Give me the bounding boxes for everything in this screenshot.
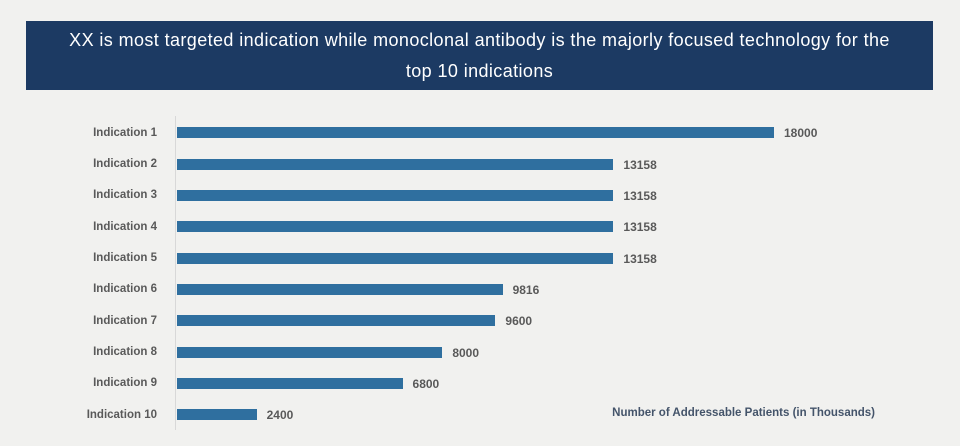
bar-track: 18000 [177, 126, 817, 140]
bar-track: 13158 [177, 157, 774, 172]
chart-rows: Indication 1 18000 Indication 2 13158 Indica… [0, 117, 960, 430]
chart-row: Indication 9 6800 [0, 368, 960, 399]
chart-row: Indication 5 13158 [0, 242, 960, 273]
value-label: 2400 [266, 408, 294, 423]
value-axis-title: Number of Addressable Patients (in Thous… [612, 407, 875, 419]
value-label: 18000 [784, 126, 818, 141]
bar [177, 189, 614, 201]
category-label: Indication 8 [93, 346, 157, 359]
value-label: 13158 [623, 188, 657, 203]
category-label: Indication 6 [93, 283, 157, 296]
chart-row: Indication 2 13158 [0, 148, 960, 179]
bar-track: 13158 [177, 220, 774, 235]
chart-row: Indication 10 2400 [0, 399, 960, 430]
slide-title: XX is most targeted indication while mon… [69, 29, 890, 81]
value-label: 6800 [412, 376, 440, 391]
bar [177, 283, 503, 295]
bar [177, 409, 257, 421]
category-label: Indication 2 [93, 158, 157, 171]
value-label: 8000 [452, 345, 480, 360]
bar-track: 2400 [177, 408, 774, 423]
bar-track: 9600 [177, 314, 774, 329]
bar [177, 346, 443, 358]
bar [177, 158, 614, 170]
chart-row: Indication 8 8000 [0, 336, 960, 367]
category-label: Indication 9 [93, 377, 157, 390]
category-label: Indication 7 [93, 314, 157, 327]
value-label: 9816 [512, 282, 540, 297]
category-label: Indication 5 [93, 252, 157, 265]
value-label: 13158 [623, 157, 657, 172]
category-axis-line [175, 116, 176, 430]
bar-track: 13158 [177, 251, 774, 266]
category-label: Indication 3 [93, 189, 157, 202]
category-label: Indication 10 [86, 408, 157, 421]
title-banner: XX is most targeted indication while mon… [26, 21, 933, 90]
bar-chart: Indication 1 18000 Indication 2 13158 Indica… [0, 116, 960, 431]
bar [177, 221, 614, 233]
chart-row: Indication 7 9600 [0, 305, 960, 336]
value-label: 9600 [505, 314, 533, 329]
bar [177, 377, 403, 389]
bar-track: 13158 [177, 188, 774, 203]
chart-row: Indication 6 9816 [0, 274, 960, 305]
chart-row: Indication 1 18000 [0, 117, 960, 148]
category-label: Indication 1 [93, 126, 157, 139]
category-label: Indication 4 [93, 220, 157, 233]
bar [177, 252, 614, 264]
bar [177, 315, 496, 327]
bar-track: 9816 [177, 282, 774, 297]
bar-track: 6800 [177, 376, 774, 391]
chart-row: Indication 3 13158 [0, 180, 960, 211]
bar-track: 8000 [177, 345, 774, 360]
bar [177, 127, 774, 139]
value-label: 13158 [623, 220, 657, 235]
chart-row: Indication 4 13158 [0, 211, 960, 242]
value-label: 13158 [623, 251, 657, 266]
